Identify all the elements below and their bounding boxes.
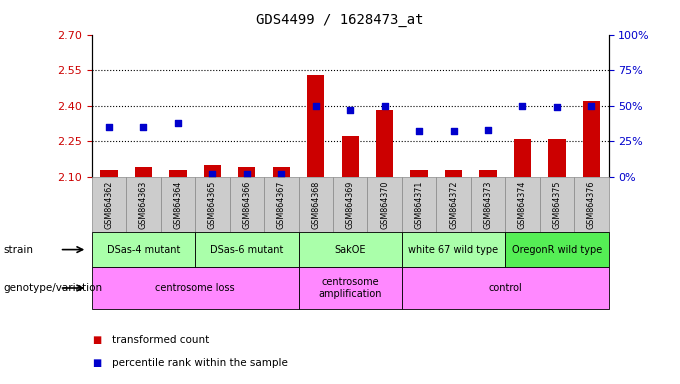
- Text: GSM864367: GSM864367: [277, 180, 286, 228]
- Text: percentile rank within the sample: percentile rank within the sample: [112, 358, 288, 368]
- Text: centrosome
amplification: centrosome amplification: [318, 277, 382, 299]
- Text: GSM864374: GSM864374: [518, 180, 527, 228]
- Text: GSM864375: GSM864375: [552, 180, 562, 229]
- Point: [413, 128, 424, 134]
- Bar: [514, 139, 531, 177]
- Bar: [135, 167, 152, 177]
- Text: GSM864366: GSM864366: [242, 180, 252, 228]
- Point: [517, 103, 528, 109]
- Point: [241, 171, 252, 177]
- Bar: [101, 170, 118, 177]
- Text: ■: ■: [92, 358, 101, 368]
- Point: [345, 107, 356, 113]
- Text: GSM864369: GSM864369: [345, 180, 355, 228]
- Bar: [238, 167, 256, 177]
- Text: genotype/variation: genotype/variation: [3, 283, 103, 293]
- Bar: [548, 139, 566, 177]
- Point: [103, 124, 114, 130]
- Text: DSas-4 mutant: DSas-4 mutant: [107, 245, 180, 255]
- Point: [586, 103, 597, 109]
- Point: [551, 104, 562, 110]
- Text: GSM864373: GSM864373: [483, 180, 492, 228]
- Text: GSM864370: GSM864370: [380, 180, 389, 228]
- Point: [310, 103, 321, 109]
- Text: transformed count: transformed count: [112, 335, 209, 345]
- Text: centrosome loss: centrosome loss: [155, 283, 235, 293]
- Text: OregonR wild type: OregonR wild type: [512, 245, 602, 255]
- Bar: [307, 75, 324, 177]
- Text: GSM864365: GSM864365: [208, 180, 217, 228]
- Bar: [479, 170, 496, 177]
- Bar: [273, 167, 290, 177]
- Bar: [445, 170, 462, 177]
- Bar: [341, 136, 359, 177]
- Point: [379, 103, 390, 109]
- Bar: [204, 165, 221, 177]
- Bar: [169, 170, 186, 177]
- Point: [138, 124, 149, 130]
- Bar: [411, 170, 428, 177]
- Text: GSM864372: GSM864372: [449, 180, 458, 229]
- Bar: [376, 110, 393, 177]
- Text: GSM864362: GSM864362: [105, 180, 114, 228]
- Text: GDS4499 / 1628473_at: GDS4499 / 1628473_at: [256, 13, 424, 27]
- Text: strain: strain: [3, 245, 33, 255]
- Text: ■: ■: [92, 335, 101, 345]
- Point: [207, 171, 218, 177]
- Text: GSM864368: GSM864368: [311, 180, 320, 228]
- Point: [448, 128, 459, 134]
- Point: [276, 171, 287, 177]
- Point: [173, 119, 184, 126]
- Text: SakOE: SakOE: [335, 245, 366, 255]
- Bar: [583, 101, 600, 177]
- Text: white 67 wild type: white 67 wild type: [409, 245, 498, 255]
- Text: GSM864363: GSM864363: [139, 180, 148, 228]
- Text: control: control: [488, 283, 522, 293]
- Text: DSas-6 mutant: DSas-6 mutant: [210, 245, 284, 255]
- Point: [483, 127, 494, 133]
- Text: GSM864364: GSM864364: [173, 180, 182, 228]
- Text: GSM864376: GSM864376: [587, 180, 596, 228]
- Text: GSM864371: GSM864371: [415, 180, 424, 228]
